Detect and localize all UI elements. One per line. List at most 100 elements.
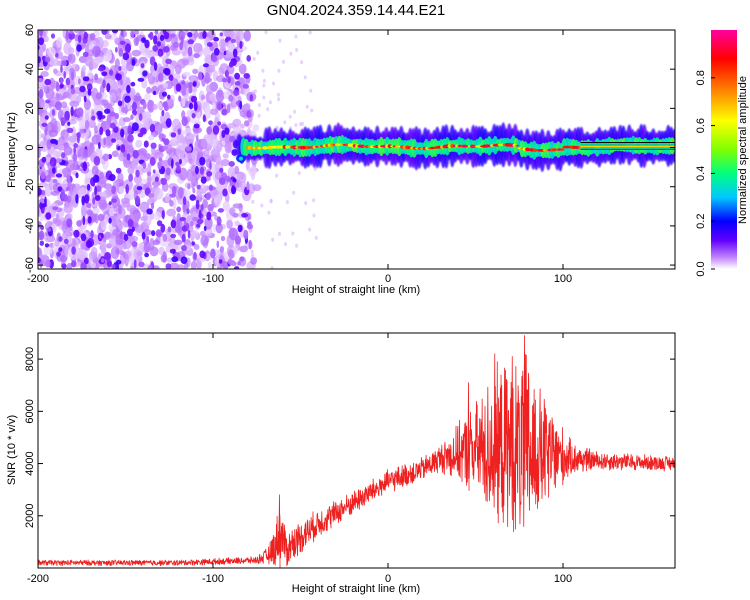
- noise-speckle: [220, 159, 230, 167]
- noise-speckle: [111, 150, 119, 158]
- noise-blob: [65, 77, 71, 86]
- noise-blob: [153, 35, 158, 45]
- noise-speckle: [200, 230, 206, 237]
- noise-blob: [41, 208, 45, 214]
- noise-speckle: [267, 210, 271, 215]
- noise-speckle: [64, 245, 69, 258]
- noise-blob: [106, 260, 112, 268]
- noise-speckle: [50, 146, 55, 154]
- noise-blob: [51, 109, 56, 116]
- noise-speckle: [211, 101, 216, 111]
- noise-blob: [212, 55, 218, 63]
- noise-blob: [55, 158, 62, 163]
- noise-speckle: [210, 135, 218, 148]
- noise-speckle: [173, 239, 183, 245]
- noise-blob: [206, 211, 212, 221]
- band-core: [395, 144, 400, 149]
- noise-blob: [60, 64, 63, 73]
- noise-speckle: [131, 49, 142, 57]
- noise-speckle: [243, 30, 251, 42]
- noise-speckle: [74, 34, 79, 42]
- noise-blob: [114, 112, 120, 120]
- noise-blob: [225, 69, 229, 78]
- noise-blob: [223, 50, 227, 56]
- noise-blob: [176, 165, 182, 172]
- noise-speckle: [91, 165, 99, 176]
- noise-blob: [44, 115, 49, 120]
- noise-speckle: [314, 235, 318, 240]
- noise-speckle: [162, 82, 169, 89]
- noise-speckle: [99, 220, 105, 227]
- noise-speckle: [264, 30, 268, 35]
- noise-speckle: [165, 245, 171, 253]
- noise-blob: [216, 240, 220, 248]
- noise-blob: [131, 241, 138, 248]
- noise-speckle: [262, 95, 266, 100]
- noise-blob: [213, 36, 220, 42]
- noise-blob: [108, 217, 112, 224]
- noise-blob: [120, 78, 123, 86]
- noise-speckle: [61, 233, 68, 241]
- noise-speckle: [96, 133, 102, 146]
- noise-blob: [171, 256, 179, 263]
- noise-blob: [196, 184, 201, 190]
- noise-blob: [217, 121, 222, 126]
- noise-blob: [160, 223, 166, 233]
- noise-blob: [153, 90, 156, 95]
- noise-blob: [199, 166, 204, 175]
- noise-blob: [165, 118, 172, 128]
- noise-blob: [82, 161, 88, 172]
- snr-ytick-label: 4000: [24, 451, 36, 475]
- noise-blob: [226, 103, 231, 114]
- noise-speckle: [268, 100, 272, 105]
- noise-blob: [193, 123, 200, 129]
- noise-speckle: [205, 64, 216, 73]
- noise-blob: [199, 250, 206, 259]
- noise-speckle: [54, 218, 62, 227]
- noise-speckle: [251, 253, 255, 258]
- noise-blob: [81, 195, 85, 206]
- noise-blob: [134, 195, 141, 206]
- noise-blob: [163, 31, 170, 40]
- noise-blob: [180, 256, 188, 265]
- noise-speckle: [193, 42, 203, 53]
- noise-blob: [83, 194, 90, 204]
- noise-blob: [246, 181, 250, 191]
- noise-speckle: [257, 113, 261, 118]
- noise-speckle: [76, 94, 82, 104]
- noise-blob: [141, 231, 146, 240]
- noise-blob: [76, 164, 81, 169]
- noise-speckle: [101, 242, 107, 253]
- noise-speckle: [177, 58, 187, 69]
- noise-speckle: [152, 71, 158, 78]
- noise-blob: [52, 178, 58, 184]
- noise-blob: [82, 215, 86, 226]
- noise-speckle: [149, 246, 159, 257]
- noise-speckle: [142, 114, 149, 127]
- noise-speckle: [98, 196, 107, 208]
- noise-blob: [227, 76, 231, 84]
- noise-blob: [99, 126, 104, 136]
- noise-blob: [146, 171, 152, 176]
- noise-blob: [65, 30, 69, 41]
- noise-speckle: [68, 53, 76, 64]
- noise-speckle: [134, 226, 145, 233]
- noise-blob: [71, 260, 77, 268]
- spectrogram-ytick-label: -60: [24, 257, 36, 273]
- noise-blob: [192, 187, 196, 194]
- noise-speckle: [278, 231, 281, 236]
- noise-speckle: [222, 201, 230, 212]
- noise-blob: [111, 198, 117, 203]
- noise-blob: [142, 101, 147, 110]
- noise-blob: [61, 263, 67, 269]
- noise-speckle: [219, 246, 225, 253]
- noise-blob: [161, 137, 166, 142]
- noise-blob: [185, 222, 190, 231]
- snr-panel: -200 -100 0 100 2000 4000 6000 8000 Height of s…: [6, 332, 676, 595]
- noise-blob: [155, 229, 162, 238]
- noise-speckle: [119, 250, 125, 256]
- noise-blob: [99, 171, 104, 180]
- noise-blob: [82, 76, 90, 82]
- noise-speckle: [234, 220, 240, 227]
- noise-speckle: [163, 56, 167, 69]
